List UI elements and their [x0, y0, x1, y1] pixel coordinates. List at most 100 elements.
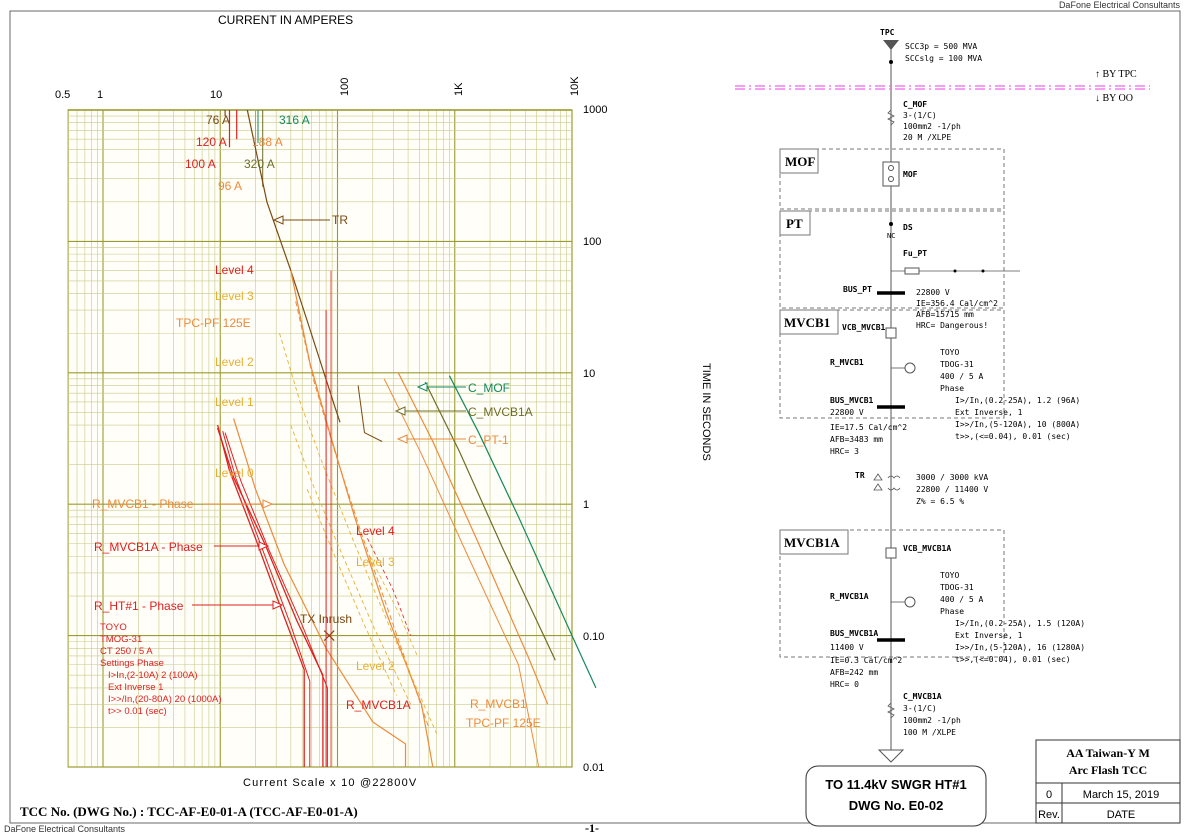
- r-mvcb1a-line-8: t>>,(<=0.04), 0.01 (sec): [955, 655, 1071, 664]
- bus-pt-line-3: AFB=15715 mm: [916, 310, 974, 319]
- title-block-date-header: DATE: [1107, 809, 1136, 821]
- bus-mvcb1-line-4: HRC= 3: [830, 447, 859, 456]
- x-tick-0-5: 0.5: [55, 89, 70, 101]
- bus-mvcb1-line-2: IE=17.5 Cal/cm^2: [830, 423, 907, 432]
- label-tr: TR: [332, 213, 348, 227]
- cable-c-pt1-band: [383, 378, 540, 768]
- cable-icon: [887, 702, 895, 719]
- r-mvcb1-line-5: I>/In,(0.2-25A), 1.2 (96A): [955, 396, 1080, 405]
- label-r-mvcb1a-bottom: R_MVCB1A: [346, 698, 411, 712]
- label-c-mof: C_MOF: [468, 381, 510, 395]
- label-100a: 100 A: [185, 157, 216, 171]
- x-tick-10k: 10K: [569, 76, 581, 96]
- mof-label: MOF: [903, 170, 918, 179]
- r-mvcb1a-line-5: I>/In,(0.2-25A), 1.5 (120A): [955, 619, 1085, 628]
- relay-icon: [904, 362, 916, 374]
- c-mvcb1a-line-1: 3-(1/C): [903, 704, 937, 713]
- c-mof-line-1: 3-(1/C): [903, 111, 937, 120]
- label-level1: Level 1: [215, 395, 254, 409]
- label-r-mvcb1-bottom: R_MVCB1: [470, 697, 527, 711]
- c-mvcb1a-line-2: 100mm2 -1/ph: [903, 716, 961, 725]
- r-mvcb1a-line-4: Phase: [940, 607, 964, 616]
- relay-note-line-1: TOYO: [100, 622, 127, 633]
- bus-mvcb1-name: BUS_MVCB1: [830, 396, 874, 405]
- r-mvcb1-line-6: Ext Inverse, 1: [955, 408, 1023, 417]
- level-3-curve: [279, 333, 438, 734]
- level-3b-curve: [369, 556, 418, 657]
- arrow-tr-head: [272, 215, 284, 225]
- relay-r-ht1-band: [222, 430, 311, 767]
- title-block: AA Taiwan-Y M Arc Flash TCC 0 March 15, …: [1035, 739, 1181, 824]
- relay-r-ht1-curve: [216, 424, 305, 767]
- tr-line-2: 22800 / 11400 V: [916, 485, 988, 494]
- relay-note-line-8: t>> 0.01 (sec): [108, 706, 167, 717]
- r-mvcb1-line-8: t>>,(<=0.04), 0.01 (sec): [955, 432, 1071, 441]
- title-block-subtitle: Arc Flash TCC: [1069, 763, 1147, 777]
- label-76a: 76 A: [206, 113, 230, 127]
- y-tick-10: 10: [583, 368, 595, 380]
- transformer-icon: [873, 473, 883, 491]
- tcc-curves: [192, 109, 597, 768]
- scc-slg: SCCslg = 100 MVA: [905, 54, 982, 63]
- arrow-c-pt1-head: [396, 434, 408, 444]
- r-mvcb1a-line-1: TOYO: [940, 571, 959, 580]
- tpc-label: TPC: [880, 28, 895, 37]
- arrow-r-ht1-head: [272, 600, 284, 610]
- relay-note-line-3: CT 250 / 5 A: [100, 646, 153, 657]
- label-level4: Level 4: [215, 263, 254, 277]
- transformer-damage-curve: [246, 109, 341, 423]
- ds-label: DS: [903, 223, 913, 232]
- relay-note-line-7: I>>/In,(20-80A) 20 (1000A): [108, 694, 222, 705]
- relay-r-mvcb1a-curve: [216, 427, 324, 767]
- cable-c-mof-damage-curve: [448, 375, 597, 689]
- cable-icon: [887, 109, 895, 126]
- r-mvcb1-line-4: Phase: [940, 384, 964, 393]
- label-tpc-pf-bottom: TPC-PF 125E: [466, 716, 541, 730]
- breaker-icon: [885, 327, 897, 339]
- title-block-project: AA Taiwan-Y M: [1066, 746, 1150, 760]
- breaker-icon: [885, 547, 897, 559]
- x-tick-1: 1: [97, 89, 103, 101]
- fu-pt-label: Fu_PT: [903, 249, 927, 258]
- relay-note-line-5: I>In,(2-10A) 2 (100A): [108, 670, 198, 681]
- label-188a: 188 A: [252, 135, 283, 149]
- cable-c-pt1-damage-curve: [397, 372, 549, 705]
- r-mvcb1a-line-2: TDOG-31: [940, 583, 974, 592]
- label-c-pt1: C_PT-1: [468, 433, 509, 447]
- mof-box-title: MOF: [785, 154, 815, 169]
- arrow-down-icon: [877, 749, 905, 763]
- relay-r-mvcb1a-band: [224, 432, 328, 767]
- bus-pt-line-1: 22800 V: [916, 288, 950, 297]
- y-tick-1000: 1000: [583, 104, 607, 116]
- label-r-ht1-phase: R_HT#1 - Phase: [94, 599, 184, 613]
- r-mvcb1-line-2: TDOG-31: [940, 360, 974, 369]
- label-level3-b: Level 3: [356, 555, 395, 569]
- tr-line-3: Z% = 6.5 %: [916, 497, 964, 506]
- to-swgr-box: [805, 765, 987, 827]
- transformer-damage-tail: [357, 385, 383, 442]
- nc-label: NC: [887, 232, 895, 240]
- single-line-diagram: TPC SCC3p = 500 MVA SCCslg = 100 MVA ↑ B…: [735, 28, 1150, 827]
- level-0-curve: [306, 489, 398, 696]
- c-mof-line-3: 20 M /XLPE: [903, 133, 951, 142]
- title-block-rev-header: Rev.: [1038, 809, 1060, 821]
- label-120a: 120 A: [196, 135, 227, 149]
- sheet-border: [9, 10, 1181, 824]
- bus-mvcb1-line-3: AFB=3483 mm: [830, 435, 883, 444]
- vcb-mvcb1a-label: VCB_MVCB1A: [903, 544, 951, 553]
- title-block-rev: 0: [1046, 789, 1052, 801]
- by-oo-label: ↓ BY OO: [1095, 93, 1133, 104]
- c-mvcb1a-line-3: 100 M /XLPE: [903, 728, 956, 737]
- utility-source-icon: [883, 40, 899, 50]
- mvcb1a-box-title: MVCB1A: [784, 535, 840, 550]
- to-box-line-2: DWG No. E0-02: [849, 798, 944, 813]
- r-mvcb1a-name: R_MVCB1A: [830, 592, 869, 601]
- r-mvcb1-name: R_MVCB1: [830, 358, 864, 367]
- label-level0: Level 0: [215, 466, 254, 480]
- r-mvcb1-line-1: TOYO: [940, 348, 959, 357]
- label-r-mvcb1-phase: R_MVCB1 - Phase: [92, 497, 194, 511]
- arrow-c-mvcb1a-head: [394, 406, 406, 416]
- label-96a: 96 A: [218, 179, 242, 193]
- bus-mvcb1a-line-3: AFB=242 mm: [830, 668, 878, 677]
